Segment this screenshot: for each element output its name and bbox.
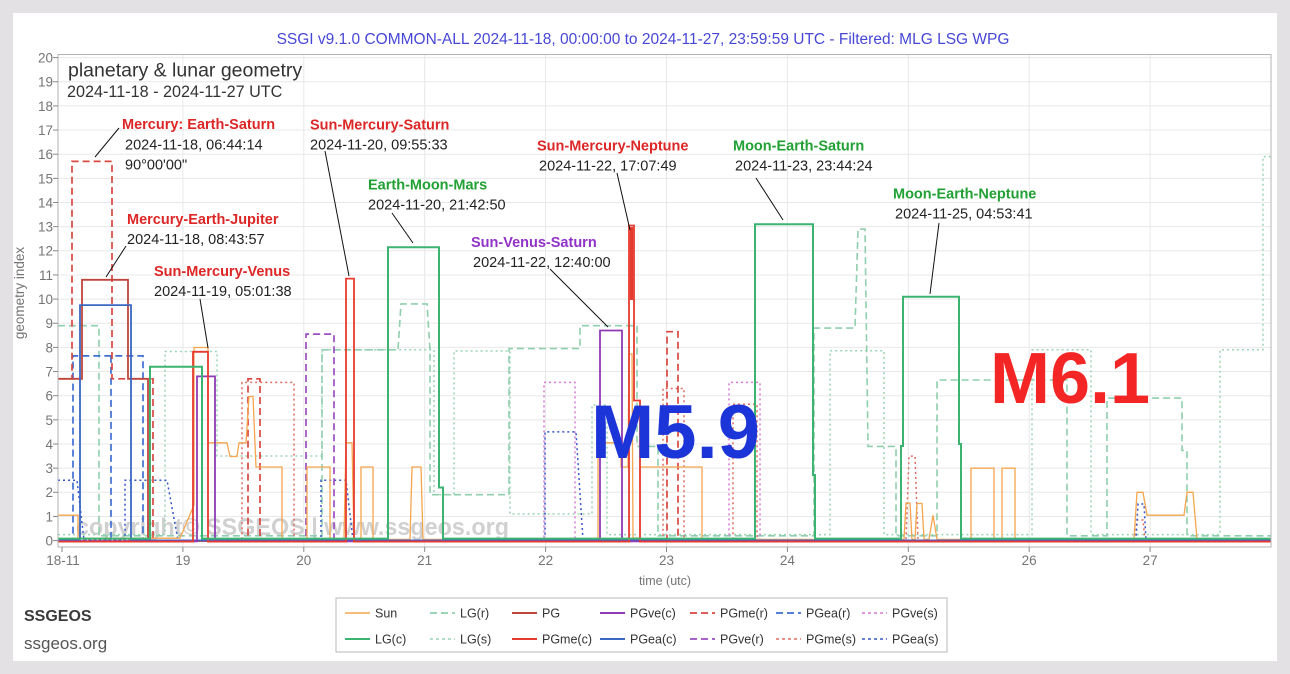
- svg-text:PGea(c): PGea(c): [630, 633, 677, 647]
- svg-text:Sun-Mercury-Neptune: Sun-Mercury-Neptune: [537, 139, 688, 155]
- svg-text:2024-11-18 - 2024-11-27 UTC: 2024-11-18 - 2024-11-27 UTC: [67, 83, 283, 101]
- svg-text:21: 21: [417, 553, 432, 568]
- svg-text:20: 20: [38, 51, 53, 66]
- svg-text:23: 23: [659, 553, 674, 568]
- svg-text:Sun-Venus-Saturn: Sun-Venus-Saturn: [471, 235, 597, 251]
- svg-text:PGve(c): PGve(c): [630, 607, 676, 621]
- svg-text:2024-11-19, 05:01:38: 2024-11-19, 05:01:38: [154, 284, 292, 300]
- svg-text:4: 4: [45, 437, 53, 452]
- svg-text:90°00'00": 90°00'00": [125, 158, 187, 174]
- svg-text:LG(s): LG(s): [460, 633, 491, 647]
- svg-text:LG(r): LG(r): [460, 607, 489, 621]
- svg-text:18-11: 18-11: [46, 553, 80, 568]
- svg-text:Mercury: Earth-Saturn: Mercury: Earth-Saturn: [122, 117, 275, 133]
- svg-text:18: 18: [38, 99, 53, 114]
- svg-text:Sun-Mercury-Venus: Sun-Mercury-Venus: [154, 264, 290, 280]
- svg-text:PGme(r): PGme(r): [720, 607, 768, 621]
- svg-text:6: 6: [45, 389, 53, 404]
- svg-text:2024-11-22, 12:40:00: 2024-11-22, 12:40:00: [473, 255, 611, 271]
- svg-text:22: 22: [538, 553, 553, 568]
- svg-text:PGve(r): PGve(r): [720, 633, 764, 647]
- svg-text:2024-11-18, 08:43:57: 2024-11-18, 08:43:57: [127, 232, 265, 248]
- svg-text:PGme(c): PGme(c): [542, 633, 592, 647]
- svg-text:12: 12: [38, 244, 53, 259]
- svg-text:24: 24: [780, 553, 796, 568]
- svg-text:2024-11-25, 04:53:41: 2024-11-25, 04:53:41: [895, 207, 1033, 223]
- svg-text:2024-11-18, 06:44:14: 2024-11-18, 06:44:14: [125, 138, 263, 154]
- svg-text:Sun-Mercury-Saturn: Sun-Mercury-Saturn: [310, 118, 449, 134]
- svg-text:14: 14: [38, 195, 54, 210]
- svg-text:SSGI v9.1.0 COMMON-ALL 2024-11: SSGI v9.1.0 COMMON-ALL 2024-11-18, 00:00…: [277, 31, 1010, 48]
- svg-text:M5.9: M5.9: [591, 390, 760, 475]
- svg-text:2024-11-23, 23:44:24: 2024-11-23, 23:44:24: [735, 159, 873, 175]
- svg-text:PGve(s): PGve(s): [892, 607, 938, 621]
- svg-text:11: 11: [39, 268, 53, 283]
- svg-text:SSGEOS: SSGEOS: [24, 608, 92, 625]
- svg-text:Sun: Sun: [375, 607, 397, 621]
- svg-text:8: 8: [45, 340, 53, 355]
- svg-text:7: 7: [45, 365, 53, 380]
- svg-text:2024-11-20, 21:42:50: 2024-11-20, 21:42:50: [368, 198, 506, 214]
- svg-text:19: 19: [38, 75, 53, 90]
- svg-text:5: 5: [45, 413, 53, 428]
- svg-text:M6.1: M6.1: [990, 339, 1150, 419]
- svg-text:13: 13: [38, 220, 53, 235]
- svg-text:26: 26: [1022, 553, 1037, 568]
- svg-text:geometry index: geometry index: [12, 247, 27, 340]
- svg-text:25: 25: [901, 553, 916, 568]
- svg-text:27: 27: [1143, 553, 1158, 568]
- svg-text:PGme(s): PGme(s): [806, 633, 856, 647]
- svg-text:9: 9: [45, 316, 53, 331]
- svg-text:ssgeos.org: ssgeos.org: [24, 634, 107, 653]
- svg-text:Earth-Moon-Mars: Earth-Moon-Mars: [368, 178, 487, 194]
- svg-text:15: 15: [38, 171, 53, 186]
- svg-text:planetary & lunar geometry: planetary & lunar geometry: [68, 60, 302, 82]
- svg-text:2024-11-22, 17:07:49: 2024-11-22, 17:07:49: [539, 159, 677, 175]
- svg-text:PG: PG: [542, 607, 560, 621]
- svg-text:16: 16: [38, 147, 53, 162]
- svg-text:Mercury-Earth-Jupiter: Mercury-Earth-Jupiter: [127, 212, 279, 228]
- svg-text:PGea(s): PGea(s): [892, 633, 939, 647]
- svg-text:1: 1: [45, 509, 53, 524]
- svg-text:copyright© SSGEOS | www.ssgeos: copyright© SSGEOS | www.ssgeos.org: [76, 514, 509, 541]
- svg-text:2024-11-20, 09:55:33: 2024-11-20, 09:55:33: [310, 138, 448, 154]
- svg-text:Moon-Earth-Saturn: Moon-Earth-Saturn: [733, 139, 864, 155]
- svg-text:LG(c): LG(c): [375, 633, 406, 647]
- svg-text:time (utc): time (utc): [639, 574, 691, 588]
- svg-text:0: 0: [45, 534, 53, 549]
- svg-text:PGea(r): PGea(r): [806, 607, 850, 621]
- svg-text:17: 17: [38, 123, 53, 138]
- svg-text:3: 3: [45, 461, 53, 476]
- svg-text:20: 20: [296, 553, 311, 568]
- svg-text:Moon-Earth-Neptune: Moon-Earth-Neptune: [893, 187, 1036, 203]
- svg-text:19: 19: [175, 553, 190, 568]
- svg-text:2: 2: [45, 485, 53, 500]
- svg-text:10: 10: [38, 292, 53, 307]
